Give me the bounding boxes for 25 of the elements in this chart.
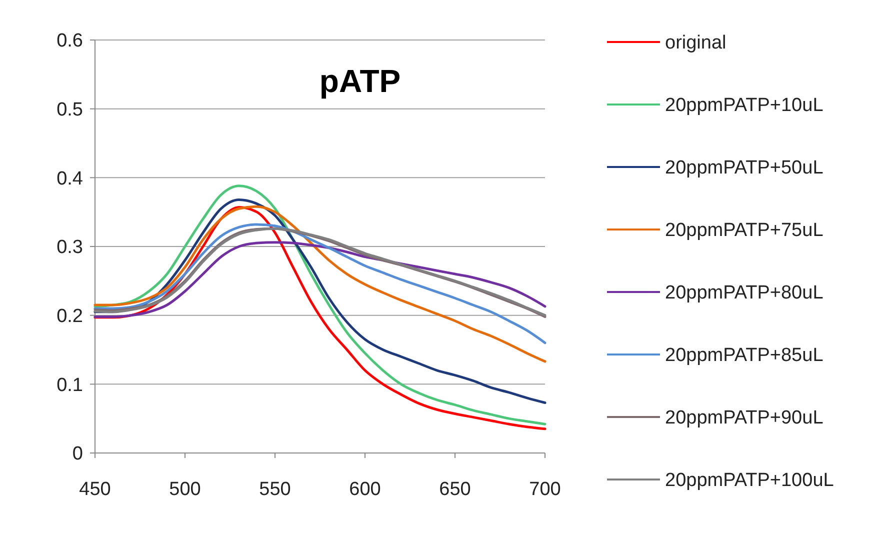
legend-label: 20ppmPATP+50uL [665,158,824,179]
legend-label: 20ppmPATP+80uL [665,282,824,304]
y-tick-label: 0.3 [56,237,83,258]
x-tick-label: 500 [169,479,201,500]
text: pATP [319,63,401,99]
line-series [94,223,546,344]
x-tick-label: 600 [349,479,381,500]
y-tick-label: 0.5 [56,99,83,120]
x-tick-label: 650 [439,479,471,500]
y-tick-label: 0.2 [56,306,83,327]
legend-label: 20ppmPATP+85uL [665,345,824,366]
legend-label: 20ppmPATP+10uL [665,95,824,116]
x-tick-label: 550 [259,479,291,500]
y-tick-label: 0.6 [56,30,83,52]
y-tick-label: 0.4 [56,168,84,190]
legend-label: original [665,32,726,54]
legend-label: 20ppmPATP+75uL [665,220,824,242]
y-tick-label: 0.1 [56,374,83,396]
line-series [94,205,546,363]
legend-label: 20ppmPATP+90uL [665,408,824,429]
y-tick-label: 0 [72,444,83,465]
x-tick-label: 450 [79,479,111,500]
x-tick-label: 700 [529,479,561,500]
legend-label: 20ppmPATP+100uL [665,470,834,492]
line-series [94,241,546,318]
